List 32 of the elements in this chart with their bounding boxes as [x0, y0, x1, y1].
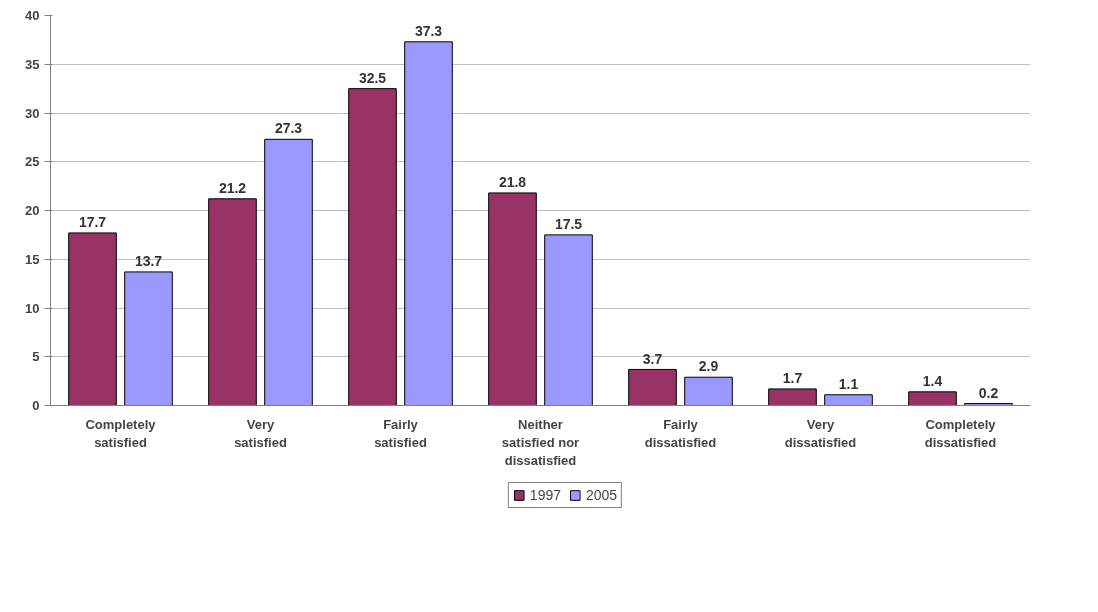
data-label: 17.5 [554, 216, 583, 233]
y-tick-label: 40 [25, 8, 40, 23]
data-label: 0.2 [978, 384, 999, 401]
data-label: 21.8 [498, 174, 527, 191]
x-tick-label: Neither satisfied nor dissatisfied [501, 416, 580, 468]
x-tick-label: Very satisfied [234, 416, 287, 450]
y-tick-label: 20 [25, 203, 40, 218]
data-label: 2.9 [698, 358, 719, 375]
x-tick-label: Completely satisfied [85, 416, 157, 450]
y-tick-label: 10 [25, 300, 40, 316]
legend-label: 2005 [586, 487, 618, 503]
y-tick-label: 30 [25, 105, 40, 121]
data-label: 1.1 [838, 375, 859, 392]
data-label: 1.7 [782, 370, 803, 387]
data-label: 13.7 [134, 253, 163, 270]
data-label: 37.3 [414, 22, 443, 39]
y-tick-label: 25 [25, 154, 40, 170]
data-label: 32.5 [358, 69, 387, 86]
data-label: 3.7 [642, 350, 663, 367]
x-tick-label: Very dissatisfied [784, 416, 857, 450]
y-tick-label: 5 [32, 349, 40, 365]
data-label: 1.4 [922, 373, 943, 389]
y-tick-label: 0 [32, 398, 40, 413]
data-label: 27.3 [274, 120, 303, 137]
legend-label: 1997 [529, 487, 561, 503]
data-label: 21.2 [218, 179, 247, 196]
y-tick-label: 15 [25, 251, 40, 267]
x-tick-label: Fairly dissatisfied [644, 416, 717, 450]
x-tick-label: Completely dissatisfied [924, 416, 997, 450]
x-tick-label: Fairly satisfied [374, 416, 427, 450]
data-label: 17.7 [78, 214, 107, 231]
y-tick-label: 35 [25, 56, 40, 72]
